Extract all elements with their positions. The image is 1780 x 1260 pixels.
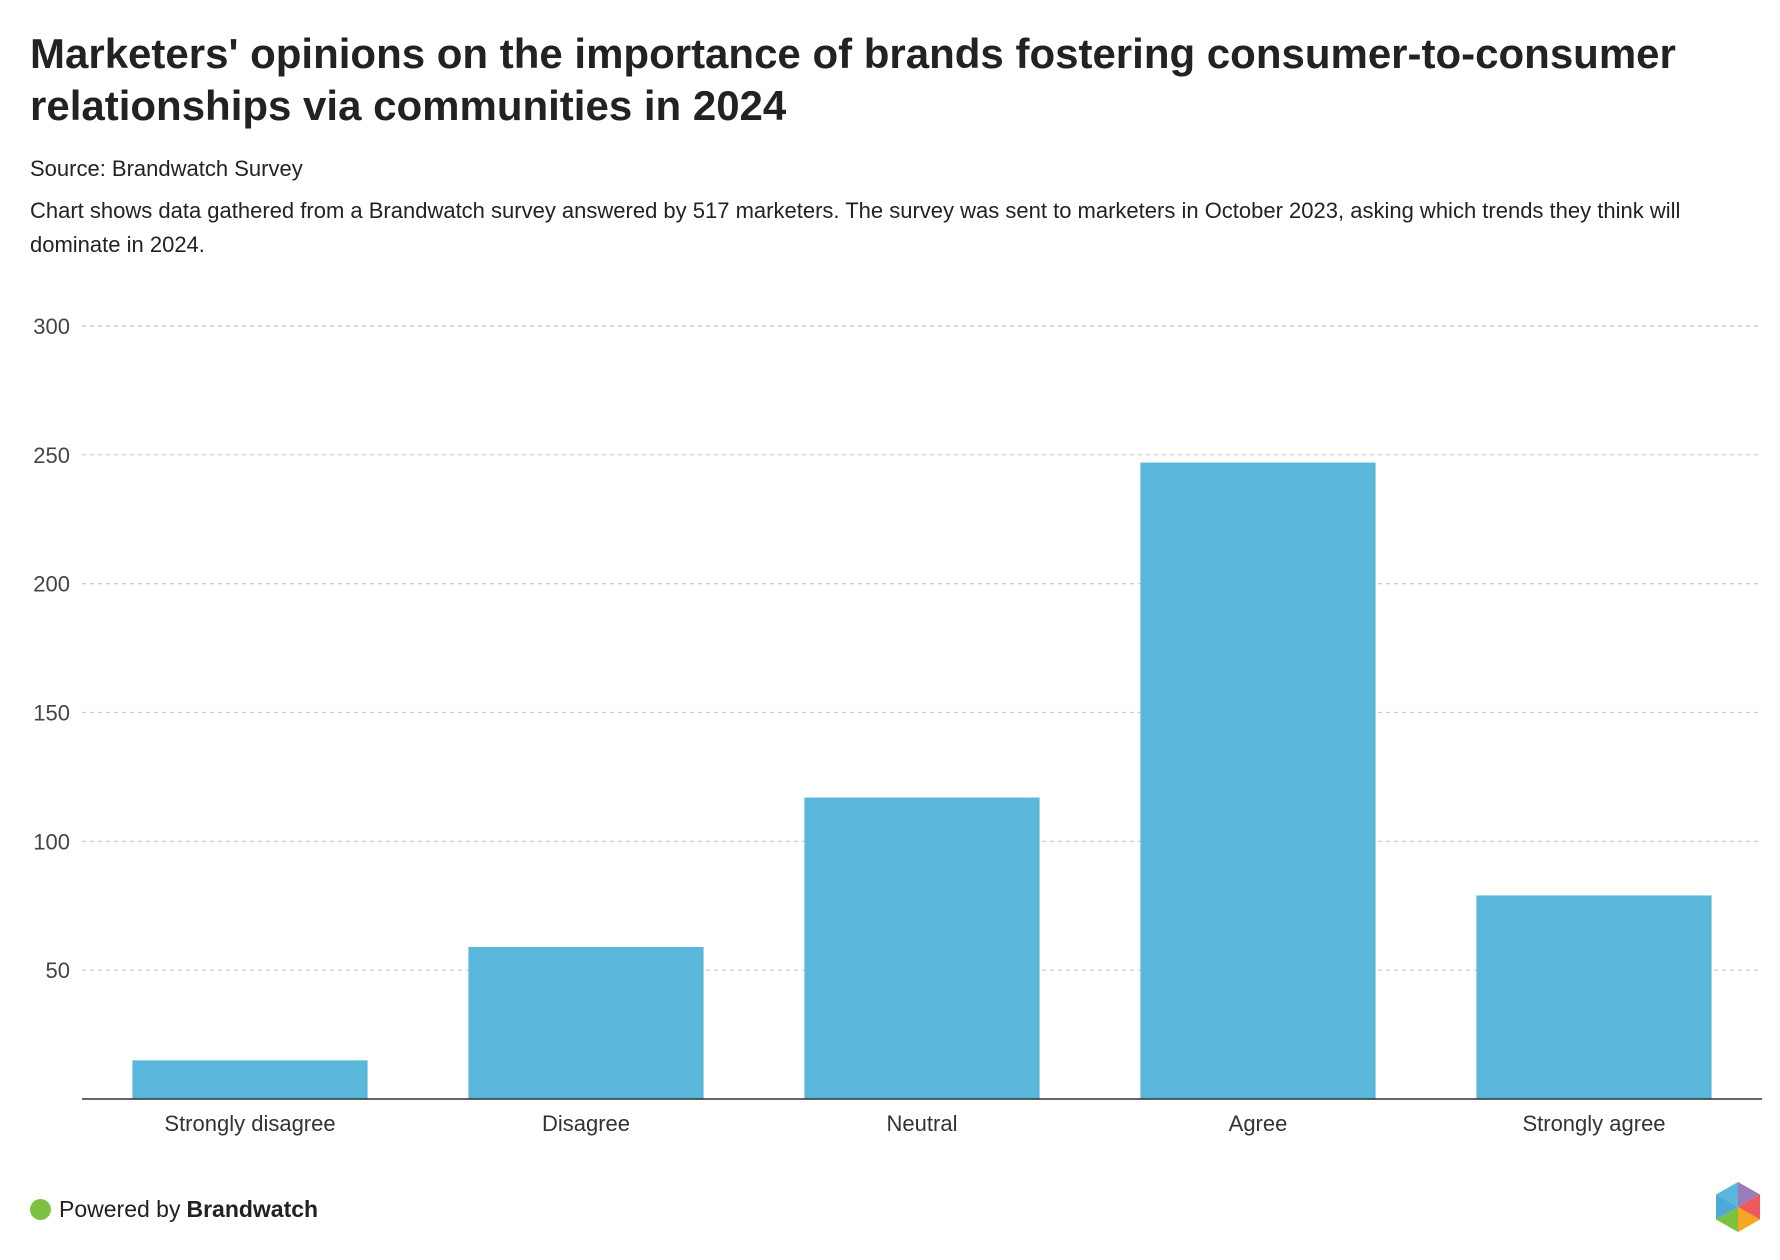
x-tick-label: Neutral xyxy=(887,1111,958,1136)
y-tick-label: 100 xyxy=(33,829,70,854)
bar xyxy=(132,1060,368,1099)
logo-segment xyxy=(1716,1207,1738,1232)
logo-segment xyxy=(1738,1182,1760,1207)
logo-segment xyxy=(1716,1182,1738,1207)
chart-title: Marketers' opinions on the importance of… xyxy=(30,30,1676,129)
bar xyxy=(1140,462,1376,1099)
footer: Powered by Brandwatch xyxy=(30,1196,318,1223)
y-tick-label: 50 xyxy=(46,958,70,983)
bar xyxy=(468,946,704,1099)
x-tick-label: Strongly agree xyxy=(1522,1111,1665,1136)
x-tick-label: Agree xyxy=(1229,1111,1288,1136)
logo-segment xyxy=(1738,1194,1760,1220)
chart-header: Marketers' opinions on the importance of… xyxy=(30,28,1750,262)
y-tick-label: 300 xyxy=(33,314,70,339)
brandwatch-hexagon-logo-icon xyxy=(1716,1182,1760,1232)
y-tick-label: 250 xyxy=(33,443,70,468)
status-dot-icon xyxy=(30,1199,51,1220)
y-tick-label: 200 xyxy=(33,572,70,597)
chart-source: Source: Brandwatch Survey xyxy=(30,156,303,181)
bar xyxy=(1476,895,1712,1099)
bar xyxy=(804,797,1040,1099)
chart-description: Chart shows data gathered from a Brandwa… xyxy=(30,198,1681,257)
logo-segment xyxy=(1738,1207,1760,1232)
x-tick-label: Strongly disagree xyxy=(164,1111,335,1136)
brand-name: Brandwatch xyxy=(186,1196,319,1222)
logo-segment xyxy=(1716,1194,1738,1220)
bar-chart: 50 100 150 200 250 300 Strongly disagree Disagr… xyxy=(33,314,1762,1136)
powered-by-label: Powered by xyxy=(59,1196,181,1222)
x-tick-label: Disagree xyxy=(542,1111,630,1136)
y-tick-label: 150 xyxy=(33,701,70,726)
